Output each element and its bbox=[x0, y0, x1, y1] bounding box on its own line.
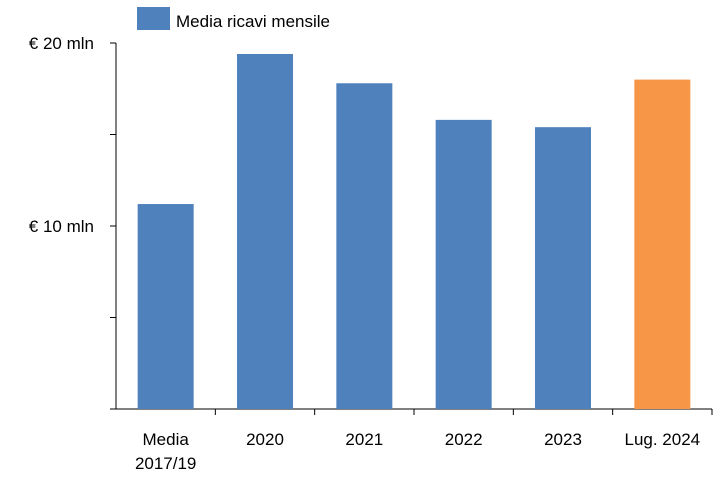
bar bbox=[634, 79, 691, 409]
x-axis-labels: Media 2017/19 2020 2021 2022 2023 Lug. 2024 bbox=[135, 430, 701, 473]
y-tick-label: € 10 mln bbox=[29, 217, 94, 236]
axes bbox=[115, 43, 712, 410]
x-tick-label-line: 2020 bbox=[246, 430, 284, 449]
x-tick-label-line: 2023 bbox=[544, 430, 582, 449]
legend-label: Media ricavi mensile bbox=[176, 12, 330, 31]
legend: Media ricavi mensile bbox=[137, 7, 330, 31]
legend-swatch bbox=[137, 7, 170, 30]
x-tick-label-line: Lug. 2024 bbox=[625, 430, 701, 449]
x-tick-label: 2023 bbox=[544, 430, 582, 449]
x-tick-label: 2021 bbox=[345, 430, 383, 449]
x-tick-label: 2020 bbox=[246, 430, 284, 449]
bar bbox=[237, 53, 293, 409]
x-tick-label: 2022 bbox=[445, 430, 483, 449]
y-axis-ticks: € 10 mln € 20 mln bbox=[29, 34, 116, 410]
x-tick-label-line: 2021 bbox=[345, 430, 383, 449]
bar bbox=[336, 83, 393, 409]
bar bbox=[535, 127, 591, 410]
bar bbox=[435, 119, 492, 410]
x-tick-label: Lug. 2024 bbox=[625, 430, 701, 449]
y-tick-label: € 20 mln bbox=[29, 34, 94, 53]
x-tick-label-line: 2022 bbox=[445, 430, 483, 449]
x-tick-label-line: Media bbox=[143, 430, 190, 449]
x-tick-label: Media 2017/19 bbox=[135, 430, 196, 472]
bar bbox=[137, 204, 194, 409]
x-tick-label-line: 2017/19 bbox=[135, 454, 196, 472]
bars bbox=[137, 53, 713, 415]
